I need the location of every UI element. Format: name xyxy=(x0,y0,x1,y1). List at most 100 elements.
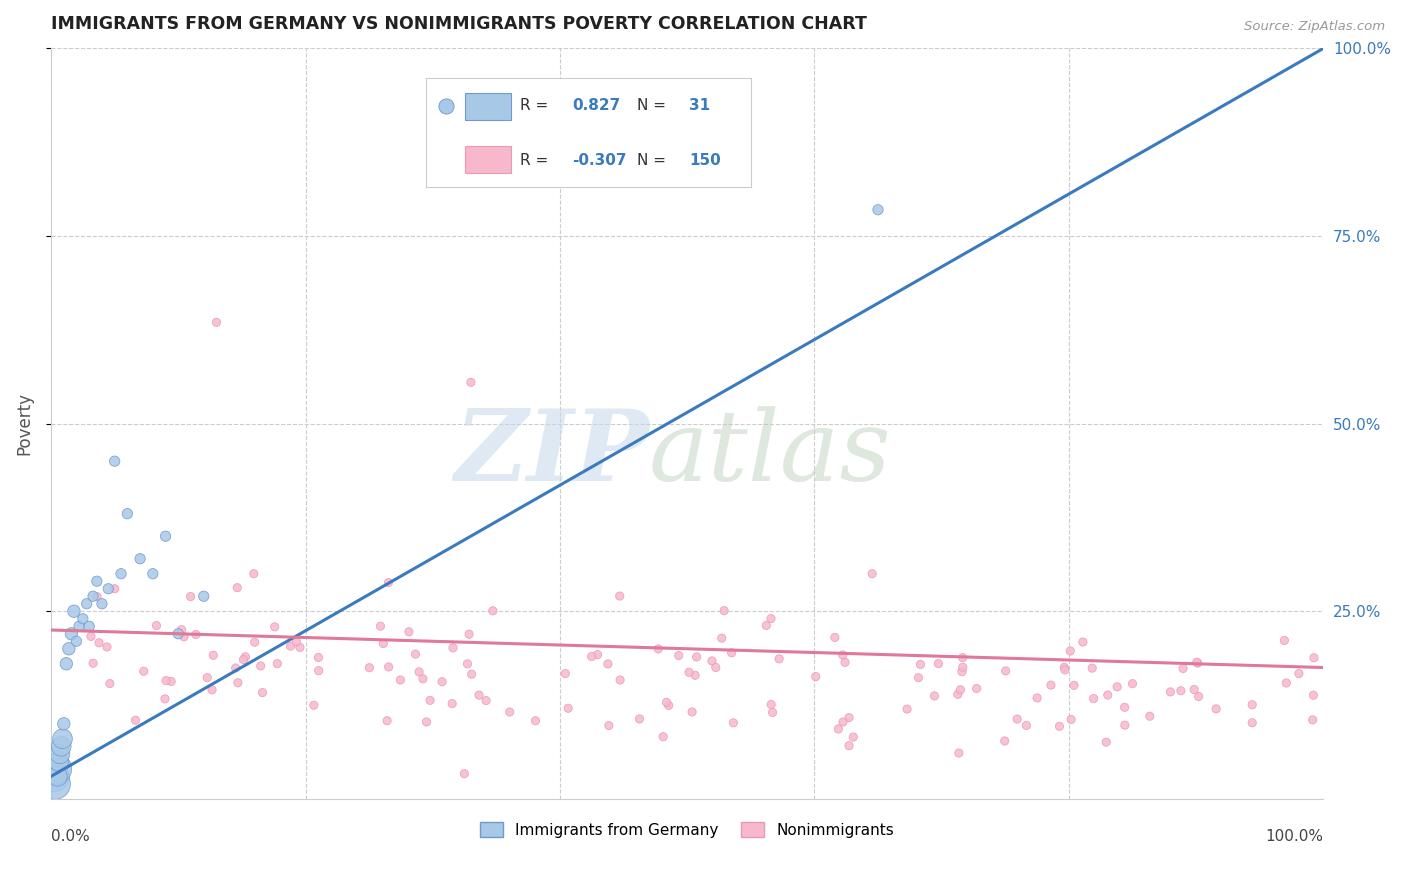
Point xyxy=(683,668,706,682)
Point xyxy=(713,604,735,618)
Point xyxy=(45,762,67,776)
Point xyxy=(377,575,399,590)
Point xyxy=(243,566,266,581)
Point xyxy=(832,714,855,729)
Point xyxy=(55,657,77,671)
Point xyxy=(160,674,183,689)
Point xyxy=(308,664,330,678)
Point xyxy=(927,657,949,671)
Point xyxy=(804,670,827,684)
Point xyxy=(87,636,110,650)
Point xyxy=(1241,715,1264,730)
Point xyxy=(946,687,969,701)
Point xyxy=(827,722,849,736)
Point xyxy=(647,641,669,656)
Point xyxy=(759,698,782,712)
Point xyxy=(1182,682,1205,697)
Point xyxy=(460,667,482,681)
Point xyxy=(155,673,177,688)
Point xyxy=(67,619,90,633)
Point xyxy=(834,656,856,670)
Point xyxy=(441,640,464,655)
Point xyxy=(80,629,103,643)
Point xyxy=(907,671,929,685)
Point xyxy=(266,657,288,671)
Point xyxy=(1187,656,1209,670)
Point xyxy=(655,695,678,709)
Point xyxy=(1095,735,1118,749)
Point xyxy=(924,689,946,703)
Point xyxy=(82,589,104,603)
Point xyxy=(132,664,155,678)
Point xyxy=(155,529,177,543)
Point xyxy=(482,604,505,618)
Point xyxy=(678,665,700,680)
Point xyxy=(1053,663,1076,677)
Point xyxy=(104,582,127,596)
Point xyxy=(1015,718,1038,732)
Point xyxy=(1083,691,1105,706)
Point xyxy=(373,636,395,650)
Point xyxy=(460,376,482,390)
Point xyxy=(910,657,932,672)
Point xyxy=(949,682,972,697)
Point xyxy=(377,660,399,674)
Point xyxy=(652,730,675,744)
Point xyxy=(359,661,381,675)
Point xyxy=(49,747,72,761)
Point xyxy=(1185,655,1208,669)
Point xyxy=(1275,676,1298,690)
Point xyxy=(201,682,224,697)
Point xyxy=(1159,685,1181,699)
Point xyxy=(557,701,579,715)
Point xyxy=(1071,635,1094,649)
Point xyxy=(46,769,69,783)
Point xyxy=(60,626,83,640)
Point xyxy=(51,731,73,746)
Point xyxy=(768,652,790,666)
Point xyxy=(524,714,547,728)
Point xyxy=(430,674,453,689)
Point xyxy=(824,631,846,645)
Point xyxy=(142,566,165,581)
Point xyxy=(235,649,257,664)
Point xyxy=(475,693,498,707)
Point xyxy=(249,659,271,673)
Point xyxy=(184,627,207,641)
Point xyxy=(952,650,974,665)
Point xyxy=(994,734,1017,748)
Point xyxy=(252,685,274,699)
Text: Source: ZipAtlas.com: Source: ZipAtlas.com xyxy=(1244,20,1385,33)
Point xyxy=(1097,688,1119,702)
Point xyxy=(723,715,745,730)
Point xyxy=(1114,718,1136,732)
Point xyxy=(658,698,681,713)
Point xyxy=(1049,719,1071,733)
Text: 100.0%: 100.0% xyxy=(1265,829,1323,844)
Point xyxy=(1303,650,1326,665)
Point xyxy=(1302,713,1324,727)
Point xyxy=(72,612,94,626)
Point xyxy=(195,671,218,685)
Point xyxy=(63,604,86,618)
Point xyxy=(759,611,782,625)
Point xyxy=(97,582,120,596)
Point xyxy=(1187,690,1209,704)
Point xyxy=(117,507,139,521)
Point xyxy=(110,566,132,581)
Point xyxy=(98,676,121,690)
Point xyxy=(1170,683,1192,698)
Point xyxy=(1171,661,1194,675)
Point xyxy=(91,597,114,611)
Point xyxy=(145,618,167,632)
Text: IMMIGRANTS FROM GERMANY VS NONIMMIGRANTS POVERTY CORRELATION CHART: IMMIGRANTS FROM GERMANY VS NONIMMIGRANTS… xyxy=(51,15,868,33)
Point xyxy=(193,589,215,603)
Point xyxy=(1288,666,1310,681)
Point xyxy=(307,650,329,665)
Point xyxy=(1114,700,1136,714)
Point xyxy=(173,630,195,644)
Point xyxy=(96,640,118,654)
Point xyxy=(153,691,176,706)
Point xyxy=(453,766,475,780)
Point xyxy=(180,590,202,604)
